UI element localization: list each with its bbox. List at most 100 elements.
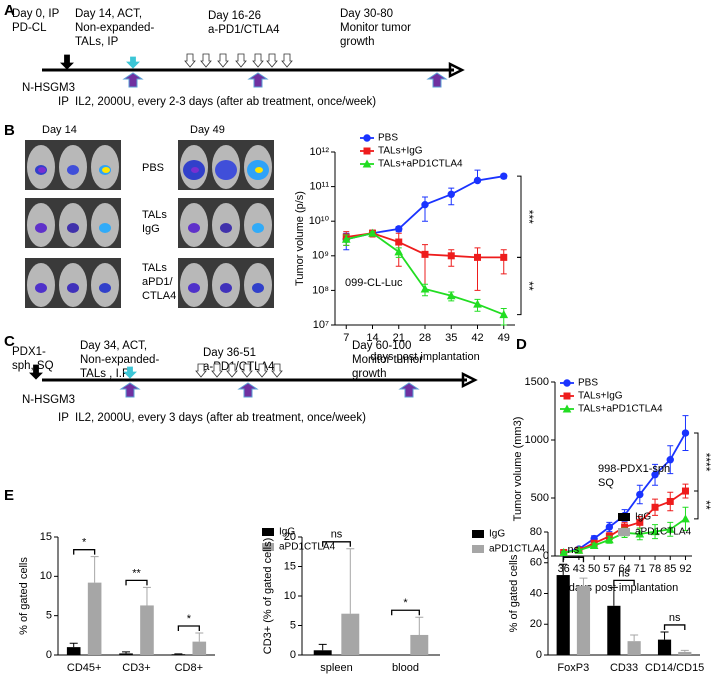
bar	[657, 639, 672, 655]
point	[636, 490, 644, 499]
timeline-text: N-HSGM3	[22, 82, 75, 94]
point	[563, 379, 571, 387]
y-axis-title: % of gated cells	[508, 554, 520, 632]
note: SQ	[598, 477, 614, 489]
legend-swatch	[262, 528, 274, 536]
sig-label: **	[132, 567, 141, 579]
x-tick-label: blood	[392, 662, 419, 674]
arrow	[123, 366, 137, 379]
group-label: TALs	[142, 262, 167, 274]
arrow	[398, 382, 420, 398]
timeline-text: PD-CL	[12, 22, 47, 34]
legend-swatch	[618, 513, 630, 521]
bar	[87, 582, 102, 655]
x-tick-label: 14	[366, 332, 378, 344]
signal	[38, 167, 46, 173]
signal	[67, 223, 79, 233]
sig-bracket	[562, 556, 585, 563]
legend-swatch	[472, 530, 484, 538]
point	[605, 523, 614, 531]
panel-label: E	[4, 487, 14, 504]
legend-swatch	[618, 528, 630, 536]
signal	[252, 223, 264, 233]
x-tick-label: CD45+	[67, 662, 102, 674]
arrow	[119, 382, 141, 398]
arrow	[271, 363, 283, 378]
sig-label: *	[187, 613, 192, 625]
arrow	[266, 53, 278, 68]
point	[421, 250, 429, 258]
timeline-text: Day 30-80	[340, 8, 393, 20]
timeline-text: Monitor tumor	[352, 354, 423, 366]
y-tick-label: 20	[284, 531, 296, 543]
sig-bracket	[613, 579, 635, 586]
group-label: IgG	[142, 223, 160, 235]
sig-bracket	[517, 175, 522, 258]
x-tick-label: FoxP3	[557, 662, 589, 674]
error-bar	[142, 586, 151, 606]
timeline-text: Day 60-100	[352, 340, 411, 352]
y-tick-label: 500	[531, 492, 549, 504]
bar	[313, 650, 332, 655]
x-tick-label: CD14/CD15	[645, 662, 704, 674]
legend-label: TALs+IgG	[578, 391, 623, 402]
y-tick-label: 80	[530, 526, 542, 538]
legend-label: PBS	[578, 378, 598, 389]
point	[636, 518, 644, 526]
x-axis-title: days post implantation	[370, 351, 479, 363]
y-tick-label: 15	[284, 560, 296, 572]
signal	[188, 283, 200, 293]
point	[341, 234, 351, 243]
point	[394, 247, 404, 256]
x-tick-label: 78	[649, 563, 661, 575]
error-bar	[660, 631, 669, 640]
sig-bracket	[322, 541, 351, 547]
arrow	[247, 72, 269, 88]
point	[666, 497, 674, 505]
signal	[35, 283, 47, 293]
point	[499, 310, 509, 319]
bar	[341, 613, 360, 655]
timeline-text: IP IL2, 2000U, every 2-3 days (after ab …	[58, 96, 376, 108]
bar	[607, 605, 621, 655]
timeline-text: TALs , I.P.	[80, 368, 131, 380]
arrow-head	[448, 61, 465, 79]
sig-label: ns	[618, 567, 630, 579]
y-axis-title: Tumor volume (mm3)	[512, 417, 524, 522]
signal	[102, 167, 110, 173]
bar	[576, 585, 591, 655]
bar	[140, 605, 154, 655]
error-bar	[579, 577, 588, 586]
arrow	[195, 363, 207, 378]
y-tick-label: 10¹¹	[309, 181, 329, 193]
point	[563, 392, 571, 400]
y-tick-label: 40	[530, 587, 542, 599]
timeline-text: growth	[340, 36, 375, 48]
panel-label: A	[4, 2, 15, 19]
y-axis-title: % of gated cells	[18, 557, 30, 635]
arrow	[184, 53, 196, 68]
y-tick-label: 10⁹	[312, 250, 329, 262]
y-tick-label: 0	[543, 550, 549, 562]
y-tick-label: 10⁷	[313, 319, 329, 331]
signal	[215, 160, 237, 180]
y-tick-label: 60	[530, 557, 542, 569]
arrow-head	[461, 371, 478, 389]
legend-label: PBS	[378, 133, 398, 144]
point	[446, 291, 456, 300]
panel-label: C	[4, 333, 15, 350]
point	[666, 456, 674, 464]
arrow	[241, 363, 253, 378]
x-tick-label: 92	[679, 563, 691, 575]
y-tick-label: 10¹⁰	[309, 215, 330, 227]
signal	[35, 223, 47, 233]
sig-label: ****	[699, 453, 713, 472]
arrow	[211, 363, 223, 378]
group-label: aPD1/	[142, 276, 174, 288]
sig-label: *	[403, 597, 408, 609]
point	[474, 253, 481, 261]
point	[651, 471, 659, 479]
point	[420, 284, 430, 293]
arrow	[281, 53, 293, 68]
timeline-text: Monitor tumor	[340, 22, 411, 34]
